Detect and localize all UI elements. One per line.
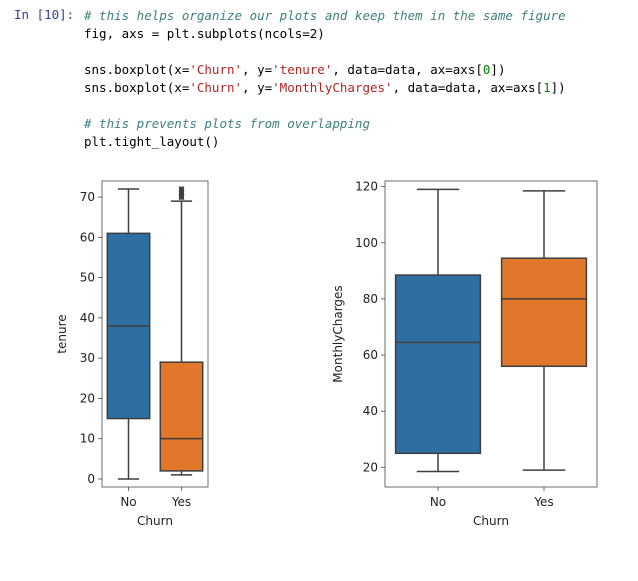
x-axis-label: Churn bbox=[137, 514, 173, 528]
y-tick-label: 40 bbox=[363, 404, 378, 418]
y-tick-label: 40 bbox=[80, 311, 95, 325]
code-line bbox=[84, 97, 566, 115]
y-tick-label: 120 bbox=[355, 180, 378, 194]
code-line: sns.boxplot(x='Churn', y='tenure', data=… bbox=[84, 62, 506, 77]
y-tick-label: 60 bbox=[363, 348, 378, 362]
x-tick-label: Yes bbox=[171, 495, 191, 509]
y-tick-label: 70 bbox=[80, 190, 95, 204]
y-tick-label: 100 bbox=[355, 236, 378, 250]
y-tick-label: 0 bbox=[87, 472, 95, 486]
y-tick-label: 20 bbox=[80, 391, 95, 405]
y-tick-label: 10 bbox=[80, 432, 95, 446]
box-no bbox=[394, 274, 482, 455]
axes-frame-tenure bbox=[101, 180, 209, 488]
outlier-point bbox=[178, 190, 185, 196]
x-tick-label: No bbox=[430, 495, 446, 509]
code-line: fig, axs = plt.subplots(ncols=2) bbox=[84, 26, 325, 41]
code-line: # this prevents plots from overlapping bbox=[84, 116, 370, 131]
outlier-point bbox=[178, 186, 185, 192]
y-tick-label: 20 bbox=[363, 460, 378, 474]
code-line: # this helps organize our plots and keep… bbox=[84, 8, 566, 23]
y-tick-label: 50 bbox=[80, 271, 95, 285]
x-tick-label: Yes bbox=[533, 495, 553, 509]
box-yes bbox=[500, 257, 588, 368]
cell-prompt: In [10]: bbox=[14, 7, 75, 22]
cell-output-figure: 0 10 20 30 40 50 60 70 No Yes Churn tenure 20 40 60 80 1… bbox=[55, 180, 598, 528]
axes-frame-monthly-charges bbox=[384, 180, 598, 488]
outlier-point bbox=[178, 194, 185, 200]
y-tick-label: 60 bbox=[80, 230, 95, 244]
y-axis-label: tenure bbox=[55, 314, 69, 353]
code-line: sns.boxplot(x='Churn', y='MonthlyCharges… bbox=[84, 80, 566, 95]
code-editor[interactable]: # this helps organize our plots and keep… bbox=[84, 7, 566, 151]
x-tick-label: No bbox=[120, 495, 136, 509]
x-axis-label: Churn bbox=[473, 514, 509, 528]
code-line: plt.tight_layout() bbox=[84, 134, 220, 149]
box-yes bbox=[159, 361, 204, 472]
code-line bbox=[84, 43, 566, 61]
y-tick-label: 80 bbox=[363, 292, 378, 306]
y-tick-label: 30 bbox=[80, 351, 95, 365]
y-axis-label: MonthlyCharges bbox=[331, 285, 345, 382]
